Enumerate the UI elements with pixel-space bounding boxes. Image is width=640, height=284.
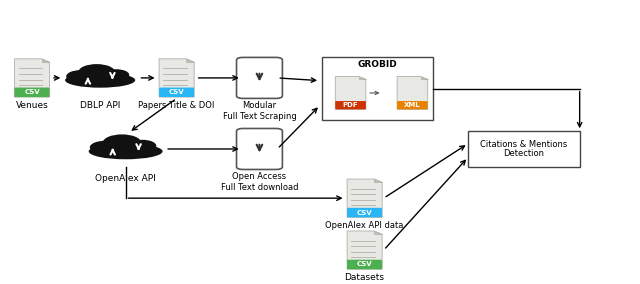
Polygon shape: [335, 77, 366, 109]
Ellipse shape: [65, 73, 135, 88]
Text: CSV: CSV: [356, 210, 372, 216]
FancyBboxPatch shape: [321, 57, 433, 120]
Text: XML: XML: [404, 102, 420, 108]
Polygon shape: [347, 231, 382, 269]
Text: DBLP API: DBLP API: [80, 101, 120, 110]
FancyBboxPatch shape: [237, 128, 282, 170]
Text: Citations & Mentions: Citations & Mentions: [480, 139, 568, 149]
FancyBboxPatch shape: [159, 87, 194, 97]
Text: OpenAlex API: OpenAlex API: [95, 174, 156, 183]
Text: CSV: CSV: [356, 262, 372, 268]
Polygon shape: [42, 59, 49, 62]
Text: CSV: CSV: [169, 89, 184, 95]
Text: GROBID: GROBID: [358, 60, 397, 69]
Text: Open Access
Full Text download: Open Access Full Text download: [221, 172, 298, 192]
Polygon shape: [159, 59, 194, 97]
Circle shape: [79, 64, 115, 80]
FancyBboxPatch shape: [15, 87, 49, 97]
Circle shape: [102, 69, 129, 81]
Circle shape: [128, 140, 156, 152]
FancyBboxPatch shape: [347, 260, 382, 269]
Polygon shape: [374, 179, 382, 182]
FancyBboxPatch shape: [237, 57, 282, 99]
FancyBboxPatch shape: [347, 208, 382, 217]
Text: Datasets: Datasets: [344, 273, 385, 282]
FancyBboxPatch shape: [397, 101, 428, 109]
Circle shape: [90, 141, 121, 154]
Polygon shape: [15, 59, 49, 97]
Text: Venues: Venues: [15, 101, 49, 110]
Text: CSV: CSV: [24, 89, 40, 95]
Text: OpenAlex API data: OpenAlex API data: [325, 222, 404, 230]
Polygon shape: [397, 77, 428, 109]
Circle shape: [103, 134, 141, 151]
Text: Detection: Detection: [504, 149, 545, 158]
Ellipse shape: [89, 143, 163, 159]
Polygon shape: [347, 179, 382, 217]
FancyBboxPatch shape: [468, 131, 580, 167]
Text: PDF: PDF: [343, 102, 358, 108]
FancyBboxPatch shape: [335, 101, 366, 109]
Polygon shape: [374, 231, 382, 234]
Polygon shape: [186, 59, 194, 62]
Text: Modular
Full Text Scraping: Modular Full Text Scraping: [223, 101, 296, 121]
Polygon shape: [359, 77, 366, 80]
Text: Papers Title & DOI: Papers Title & DOI: [138, 101, 215, 110]
Polygon shape: [421, 77, 428, 80]
Circle shape: [66, 70, 95, 83]
